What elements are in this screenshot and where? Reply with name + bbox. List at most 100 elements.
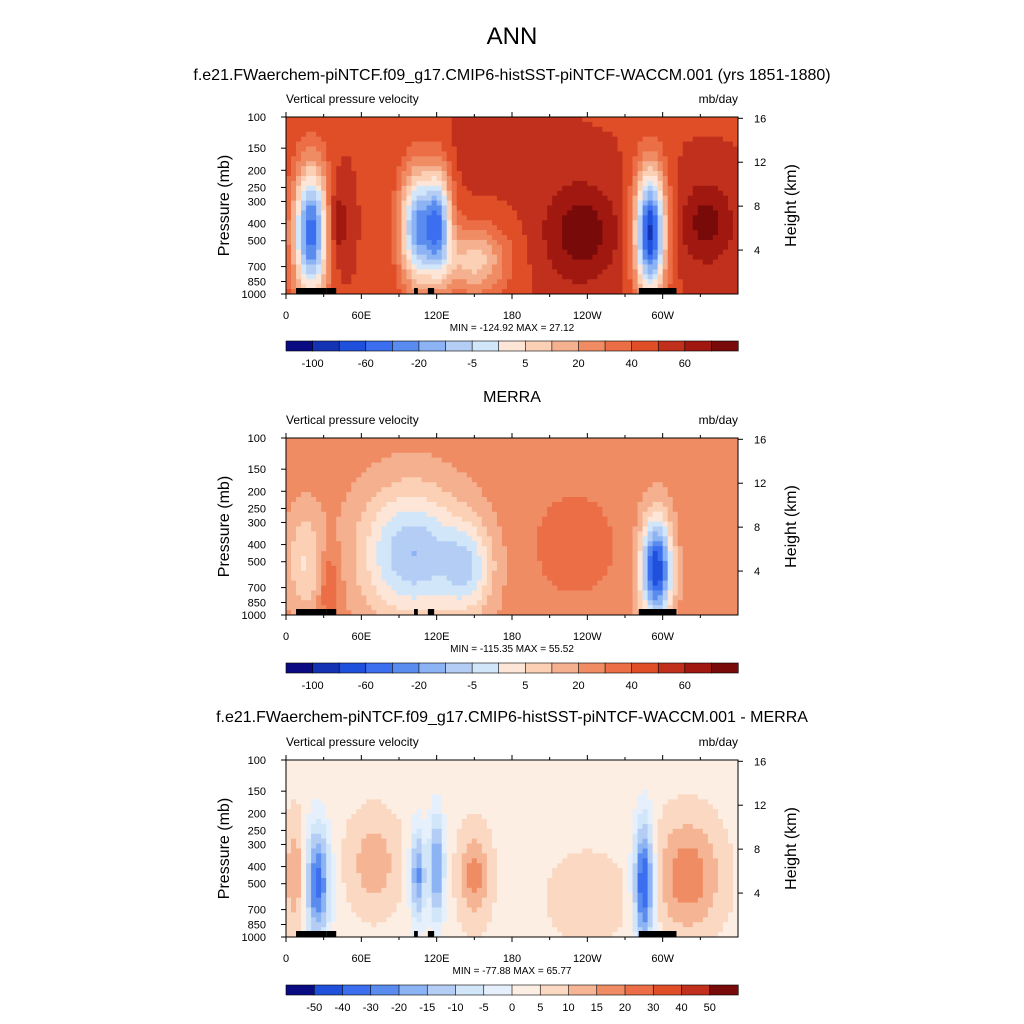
field-cell — [672, 126, 679, 133]
field-cell — [321, 521, 327, 527]
field-cell — [687, 180, 694, 187]
field-cell — [587, 117, 593, 123]
field-cell — [672, 279, 679, 285]
field-cell — [532, 136, 538, 142]
field-cell — [527, 210, 533, 216]
field-cell — [552, 457, 558, 463]
field-cell — [486, 156, 493, 162]
field-cell — [336, 487, 342, 493]
field-cell — [446, 136, 453, 142]
field-cell — [406, 117, 412, 123]
field-cell — [627, 438, 633, 444]
field-cell — [712, 117, 719, 123]
field-cell — [562, 117, 568, 123]
field-cell — [582, 467, 588, 473]
field-cell — [406, 235, 412, 241]
field-cell — [512, 497, 518, 503]
field-cell — [446, 487, 453, 493]
field-cell — [577, 438, 583, 444]
field-cell — [702, 264, 709, 270]
field-cell — [597, 235, 603, 241]
field-cell — [296, 457, 302, 463]
field-cell — [426, 254, 433, 260]
field-cell — [391, 225, 397, 231]
field-cell — [617, 235, 623, 241]
field-cell — [381, 151, 387, 157]
field-cell — [471, 210, 478, 216]
field-cell — [702, 176, 709, 182]
field-cell — [376, 117, 382, 123]
field-cell — [662, 200, 669, 206]
field-cell — [476, 230, 483, 236]
field-cell — [552, 166, 558, 172]
field-cell — [486, 487, 493, 493]
field-cell — [677, 501, 684, 508]
field-cell — [466, 190, 473, 197]
field-cell — [697, 442, 704, 449]
field-cell — [687, 146, 694, 152]
field-cell — [301, 521, 307, 527]
field-cell — [552, 230, 558, 236]
field-cell — [732, 210, 738, 216]
field-cell — [461, 497, 468, 503]
field-cell — [627, 492, 633, 498]
field-cell — [391, 526, 397, 532]
field-cell — [391, 492, 397, 498]
field-cell — [597, 249, 603, 256]
field-cell — [567, 235, 573, 241]
field-cell — [612, 205, 618, 211]
field-cell — [436, 166, 443, 172]
field-cell — [431, 452, 438, 459]
field-cell — [436, 521, 443, 527]
field-cell — [607, 180, 613, 187]
field-cell — [501, 156, 508, 162]
field-cell — [306, 477, 312, 483]
field-cell — [466, 511, 473, 518]
field-cell — [286, 200, 292, 206]
field-cell — [456, 239, 463, 246]
field-cell — [527, 117, 533, 123]
field-cell — [537, 185, 543, 192]
field-cell — [672, 117, 679, 123]
field-cell — [637, 442, 643, 449]
field-cell — [406, 511, 412, 518]
field-cell — [592, 146, 598, 152]
field-cell — [622, 230, 628, 236]
field-cell — [522, 200, 528, 206]
field-cell — [481, 516, 488, 522]
field-cell — [542, 482, 548, 488]
field-cell — [381, 472, 387, 478]
field-cell — [326, 506, 332, 513]
field-cell — [727, 210, 734, 216]
field-cell — [687, 210, 694, 216]
field-cell — [361, 506, 367, 513]
field-cell — [682, 166, 689, 172]
field-cell — [396, 477, 402, 483]
field-cell — [732, 516, 738, 522]
field-cell — [712, 146, 719, 152]
field-cell — [336, 259, 342, 265]
field-cell — [642, 210, 648, 216]
field-cell — [471, 259, 478, 265]
field-cell — [527, 462, 533, 468]
field-cell — [296, 225, 302, 231]
field-cell — [436, 467, 443, 473]
field-cell — [371, 205, 377, 211]
field-cell — [401, 482, 407, 488]
field-cell — [356, 289, 362, 294]
field-cell — [612, 447, 618, 454]
field-cell — [381, 264, 387, 270]
field-cell — [351, 126, 357, 133]
field-cell — [677, 452, 684, 459]
field-cell — [572, 176, 578, 182]
field-cell — [486, 457, 493, 463]
field-cell — [712, 171, 719, 177]
field-cell — [652, 438, 659, 444]
field-cell — [587, 452, 593, 459]
field-cell — [687, 511, 694, 518]
field-cell — [552, 195, 558, 201]
field-cell — [466, 200, 473, 206]
field-cell — [491, 126, 498, 133]
field-cell — [506, 171, 513, 177]
field-cell — [466, 161, 473, 167]
